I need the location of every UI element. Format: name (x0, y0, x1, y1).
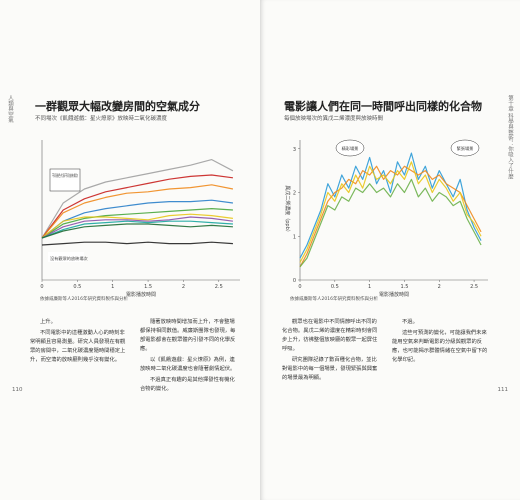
paragraph: 觀眾也在電影中不同情節呼出不同的化合物。異戊二烯的濃度在精彩時刻會同步上升，彷彿… (282, 319, 378, 352)
annotation: 緊張場景 (457, 145, 474, 152)
subtitle: 每個放映場次的異戊二烯濃度與放映時間 (284, 116, 384, 122)
right-page: 第十章 科學與藝術：你吸入了什麼 電影讓人們在同一時間呼出同樣的化合物 每個放映… (260, 0, 520, 500)
series-line (299, 152, 482, 259)
series-line (41, 159, 234, 239)
series-line (299, 178, 482, 268)
callout (48, 252, 84, 262)
series-line (41, 216, 234, 239)
paragraph: 不過。 (402, 319, 418, 325)
page-number: 110 (12, 387, 23, 393)
body: 觀眾也在電影中不同情節呼出不同的化合物。異戊二烯的濃度在精彩時刻會同步上升，彷彿… (282, 318, 492, 385)
source: 依據威廉斯等人2016年研究資料製作與分析 (290, 297, 378, 302)
title: 電影讓人們在同一時間呼出同樣的化合物 (284, 100, 482, 113)
series-line (41, 220, 233, 239)
series-line (41, 184, 234, 239)
body: 上升。不同電影中的這種激動人心的時刻非常明顯且容易測量。研究人員發現在有觀眾的房… (30, 318, 240, 396)
y-axis-label: 異戊二烯濃度（ppb） (284, 185, 291, 235)
x-tick-label: 1 (368, 284, 371, 290)
paragraph: 隨著放映時間增加而上升，不會整場都保持相同數值。威廉斯團隊也發現，每部電影都會在… (140, 319, 236, 352)
subtitle: 不同場次《飢餓遊戲：星火燎原》放映時二氧化碳濃度 (35, 116, 168, 122)
series-line (299, 165, 482, 268)
y-tick-label: 3 (293, 147, 296, 153)
series-line (41, 174, 234, 239)
paragraph: 不過真正有趣的是其他揮發性有機化合物的變化。 (140, 377, 235, 392)
annotation: 沒有觀眾的放映場次 (50, 255, 89, 262)
annotation: 精彩場景 (342, 145, 359, 152)
page-number: 111 (497, 387, 509, 393)
paragraph: 這些可預測的變化，可能讓我們未來能用空氣來判斷電影的分級與觀眾的反應，也可能揭示… (392, 330, 488, 363)
x-tick-label: 0 (298, 284, 301, 290)
side-tab: 第十章 科學與藝術：你吸入了什麼 (507, 95, 513, 180)
callout (335, 139, 365, 157)
paragraph: 以《飢餓遊戲：星火燎原》為例，連放映時二氧化碳濃度也會隨著劇情起伏。 (140, 357, 236, 372)
paragraph: 研究團隊記錄了數百種化合物，並比對電影中的每一個場景，發現緊張與興奮的場景最為明… (282, 357, 378, 381)
chart: 0 0.5 1 1.5 2 2.5 0 1 2 3 電影播放時間 異戊二烯濃度（ppb） 精彩場景 緊張場… (284, 139, 488, 298)
side-tab: 人類與空氣 (7, 95, 13, 123)
x-tick-label: 1.5 (400, 284, 408, 290)
x-tick-label: 0 (40, 284, 43, 290)
x-tick-label: 2.5 (470, 284, 478, 290)
series-line (41, 241, 233, 246)
x-tick-label: 0.5 (73, 284, 81, 290)
x-tick-label: 0.5 (331, 284, 339, 290)
x-tick-label: 2 (182, 284, 185, 290)
y-tick-label: 1 (293, 234, 296, 240)
series-line (299, 161, 482, 263)
x-axis-label: 電影播放時間 (379, 291, 409, 298)
callout (49, 168, 81, 192)
column: 不過。這些可預測的變化，可能讓我們未來能用空氣來判斷電影的分級與觀眾的反應，也可… (392, 318, 492, 385)
series-line (41, 208, 233, 239)
y-tick-label: 2 (293, 191, 296, 197)
column: 隨著放映時間增加而上升，不會整場都保持相同數值。威廉斯團隊也發現，每部電影都會在… (140, 318, 240, 396)
paragraph: 上升。 (40, 319, 56, 325)
series-line (41, 223, 233, 239)
left-page: 人類與空氣 一群觀眾大幅改變房間的空氣成分 不同場次《飢餓遊戲：星火燎原》放映時… (7, 95, 240, 396)
x-axis-label: 電影播放時間 (126, 291, 156, 298)
source: 依據威廉斯等人2016年研究資料製作與分析 (40, 297, 128, 302)
column: 上升。不同電影中的這種激動人心的時刻非常明顯且容易測量。研究人員發現在有觀眾的房… (30, 318, 130, 396)
x-tick-label: 1.5 (144, 284, 152, 290)
title: 一群觀眾大幅改變房間的空氣成分 (35, 100, 200, 113)
callout (450, 139, 480, 157)
y-tick-label: 0 (293, 278, 296, 284)
series-line (41, 213, 234, 239)
x-tick-label: 2.5 (215, 284, 223, 290)
paragraph: 不同電影中的這種激動人心的時刻非常明顯且容易測量。研究人員發現在有觀眾的房間中，… (30, 330, 126, 363)
series-line (41, 199, 234, 239)
x-tick-label: 2 (438, 284, 441, 290)
x-tick-label: 1 (111, 284, 114, 290)
column: 觀眾也在電影中不同情節呼出不同的化合物。異戊二烯的濃度在精彩時刻會同步上升，彷彿… (282, 318, 382, 385)
annotation: 不同顏色代表不同放映場次 (52, 172, 78, 179)
